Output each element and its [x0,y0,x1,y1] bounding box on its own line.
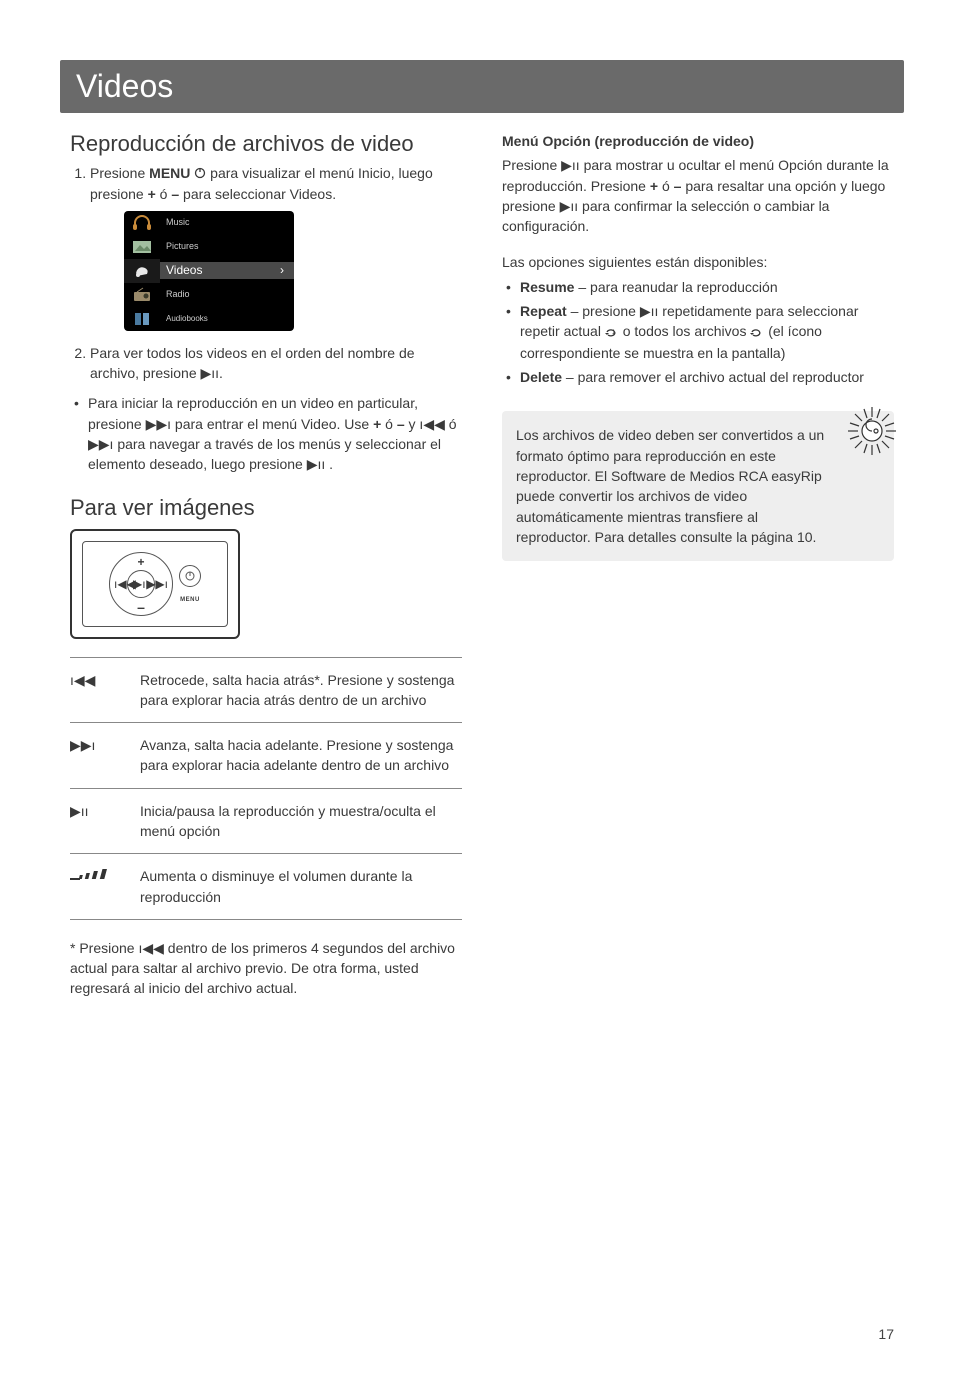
option-menu-p2: Las opciones siguientes están disponible… [502,252,894,272]
prev-desc: Retrocede, salta hacia atrás*. Presione … [140,657,462,723]
opt-resume: Resume – para reanudar la reproducción [502,277,894,297]
step-1: Presione MENU para visualizar el menú In… [90,163,462,331]
opt-delete: Delete – para remover el archivo actual … [502,367,894,387]
opt-repeat-desc: – presione ▶ıı repetidamente para selecc… [520,303,858,361]
step1-text-a: Presione [90,165,149,181]
option-menu-p1: Presione ▶ıı para mostrar u ocultar el m… [502,155,894,236]
chevron-right-icon: › [280,262,284,279]
menu-row-radio: Radio [124,283,294,307]
opt-delete-name: Delete [520,369,562,385]
play-pause-icon: ▶ıı [70,788,140,854]
option-menu-heading: Menú Opción (reproducción de video) [502,131,894,151]
next-desc: Avanza, salta hacia adelante. Presione y… [140,723,462,789]
prev-control-icon: ı◀◀ [114,577,136,591]
table-row: ı◀◀ Retrocede, salta hacia atrás*. Presi… [70,657,462,723]
repeat-all-icon [750,323,764,343]
menu-row-pictures: Pictures [124,235,294,259]
heading-images: Para ver imágenes [70,495,462,521]
headphones-icon [124,211,160,235]
device-inner: + ı◀◀ ▶ıı ▶▶ı – MENU [82,541,228,627]
info-box: Los archivos de video deben ser converti… [502,411,894,561]
minus-control: – [137,599,145,615]
menu-thumbnail: Music Pictures Videos› [124,211,294,331]
bullet-start-playback: Para iniciar la reproducción en un video… [70,393,462,474]
menu-label-videos: Videos› [160,262,294,279]
step-2: Para ver todos los videos en el orden de… [90,343,462,384]
controls-table: ı◀◀ Retrocede, salta hacia atrás*. Presi… [70,657,462,920]
step1-text-c: para seleccionar Videos. [179,186,336,202]
power-button-icon [179,565,201,587]
minus-glyph: – [171,186,179,202]
plus-glyph: + [148,186,156,202]
prev-icon: ı◀◀ [70,657,140,723]
bullet1-a: Para iniciar la reproducción en un video… [88,395,418,431]
table-row: ▶ıı Inicia/pausa la reproducción y muest… [70,788,462,854]
footnote: * Presione ı◀◀ dentro de los primeros 4 … [70,938,462,999]
side-buttons: MENU [179,565,201,603]
device-illustration: + ı◀◀ ▶ıı ▶▶ı – MENU [70,529,240,639]
sun-tip-icon [844,403,900,459]
play-pause-desc: Inicia/pausa la reproducción y muestra/o… [140,788,462,854]
right-column: Menú Opción (reproducción de video) Pres… [502,131,894,999]
next-icon: ▶▶ı [70,723,140,789]
volume-icon [70,854,140,920]
next-control-icon: ▶▶ı [146,577,168,591]
plus-control: + [137,555,144,569]
info-text: Los archivos de video deben ser converti… [516,425,876,547]
volume-desc: Aumenta o disminuye el volumen durante l… [140,854,462,920]
menu-label-radio: Radio [160,288,294,301]
audiobooks-icon [124,307,160,331]
menu-label-pictures: Pictures [160,240,294,253]
menu-word: MENU [149,165,190,181]
menu-label-music: Music [160,216,294,229]
repeat-one-icon: 1 [605,323,619,343]
menu-label-audiobooks: Audiobooks [160,313,294,325]
left-column: Reproducción de archivos de video Presio… [70,131,462,999]
control-wheel: + ı◀◀ ▶ıı ▶▶ı – [109,552,173,616]
menu-row-videos: Videos› [124,259,294,283]
section-header: Videos [60,60,904,113]
table-row: Aumenta o disminuye el volumen durante l… [70,854,462,920]
heading-playback: Reproducción de archivos de video [70,131,462,157]
opt-resume-name: Resume [520,279,574,295]
menu-row-audiobooks: Audiobooks [124,307,294,331]
bullet1-b: ó [381,416,397,432]
pictures-icon [124,235,160,259]
opt-repeat: Repeat – presione ▶ıı repetidamente para… [502,301,894,363]
opt-delete-desc: – para remover el archivo actual del rep… [562,369,864,385]
radio-icon [124,283,160,307]
opt-repeat-name: Repeat [520,303,567,319]
menu-row-music: Music [124,211,294,235]
opt-resume-desc: – para reanudar la reproducción [574,279,777,295]
table-row: ▶▶ı Avanza, salta hacia adelante. Presio… [70,723,462,789]
page-number: 17 [878,1326,894,1342]
power-icon [194,164,206,184]
step1-or: ó [156,186,172,202]
menu-button-label: MENU [180,597,200,603]
videos-icon [124,259,160,283]
